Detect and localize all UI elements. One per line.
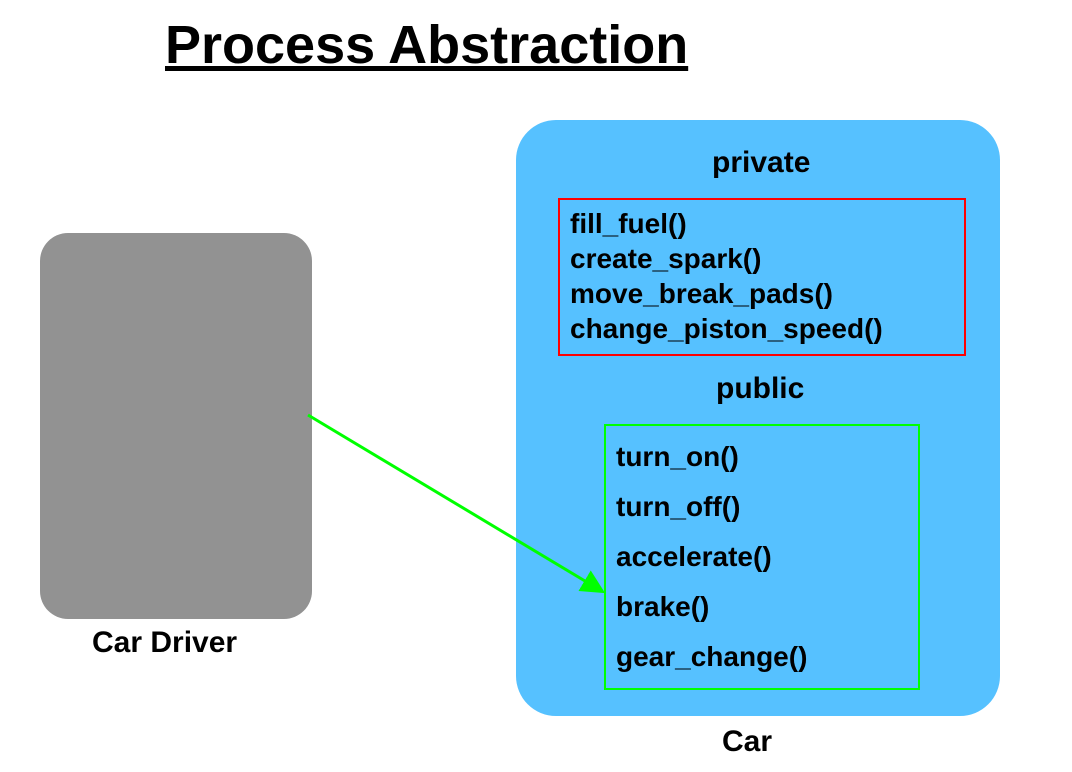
public-methods-box: turn_on()turn_off()accelerate()brake()ge… bbox=[604, 424, 920, 690]
public-heading: public bbox=[716, 372, 804, 406]
car-label: Car bbox=[722, 725, 772, 759]
public-method: brake() bbox=[616, 582, 908, 632]
private-method: fill_fuel() bbox=[570, 206, 954, 241]
public-method: turn_off() bbox=[616, 482, 908, 532]
public-method: gear_change() bbox=[616, 632, 908, 682]
private-method: change_piston_speed() bbox=[570, 311, 954, 346]
public-method: accelerate() bbox=[616, 532, 908, 582]
page-title: Process Abstraction bbox=[165, 14, 688, 76]
car-driver-label: Car Driver bbox=[92, 626, 237, 660]
private-method: move_break_pads() bbox=[570, 276, 954, 311]
public-method: turn_on() bbox=[616, 432, 908, 482]
private-heading: private bbox=[712, 146, 810, 180]
diagram-canvas: Process Abstraction Car Driver private f… bbox=[0, 0, 1072, 772]
car-driver-box bbox=[40, 233, 312, 619]
private-methods-box: fill_fuel()create_spark()move_break_pads… bbox=[558, 198, 966, 356]
private-method: create_spark() bbox=[570, 241, 954, 276]
